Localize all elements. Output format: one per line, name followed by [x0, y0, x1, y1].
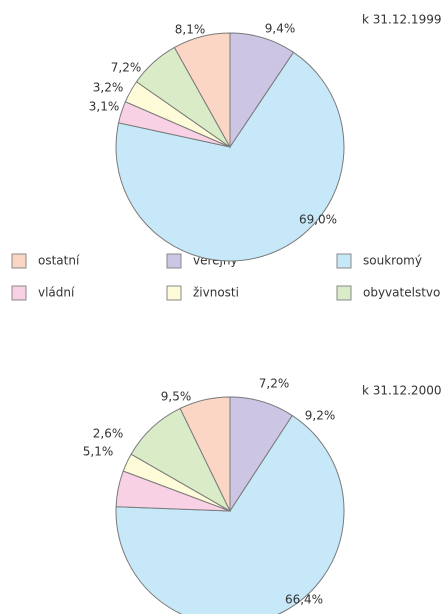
legend-swatch — [11, 285, 27, 301]
pie-slice — [115, 414, 345, 614]
legend-swatch — [336, 253, 352, 269]
value-label: 9,2% — [305, 409, 336, 423]
chart-title: k 31.12.1999 — [362, 13, 441, 27]
legend-swatch — [166, 285, 182, 301]
value-label: 66,4% — [285, 593, 323, 607]
value-label: 3,2% — [93, 81, 124, 95]
chart-title: k 31.12.2000 — [362, 384, 441, 398]
value-label: 9,5% — [161, 390, 192, 404]
legend-label: obyvatelstvo — [363, 286, 440, 300]
value-label: 7,2% — [111, 61, 142, 75]
pie-slice — [115, 51, 345, 262]
legend-label: živnosti — [193, 286, 239, 300]
value-label: 9,4% — [265, 22, 296, 36]
value-label: 3,1% — [89, 100, 120, 114]
value-label: 5,1% — [83, 445, 114, 459]
value-label: 69,0% — [299, 213, 337, 227]
legend-swatch — [11, 253, 27, 269]
value-label: 2,6% — [93, 427, 124, 441]
pie-slice — [173, 32, 231, 149]
legend-swatch — [336, 285, 352, 301]
value-label: 8,1% — [175, 23, 206, 37]
legend-label: vládní — [38, 286, 75, 300]
legend-swatch — [166, 253, 182, 269]
legend-label: ostatní — [38, 254, 80, 268]
legend-label: soukromý — [363, 254, 422, 268]
pie-slice — [179, 396, 231, 512]
value-label: 7,2% — [259, 377, 290, 391]
